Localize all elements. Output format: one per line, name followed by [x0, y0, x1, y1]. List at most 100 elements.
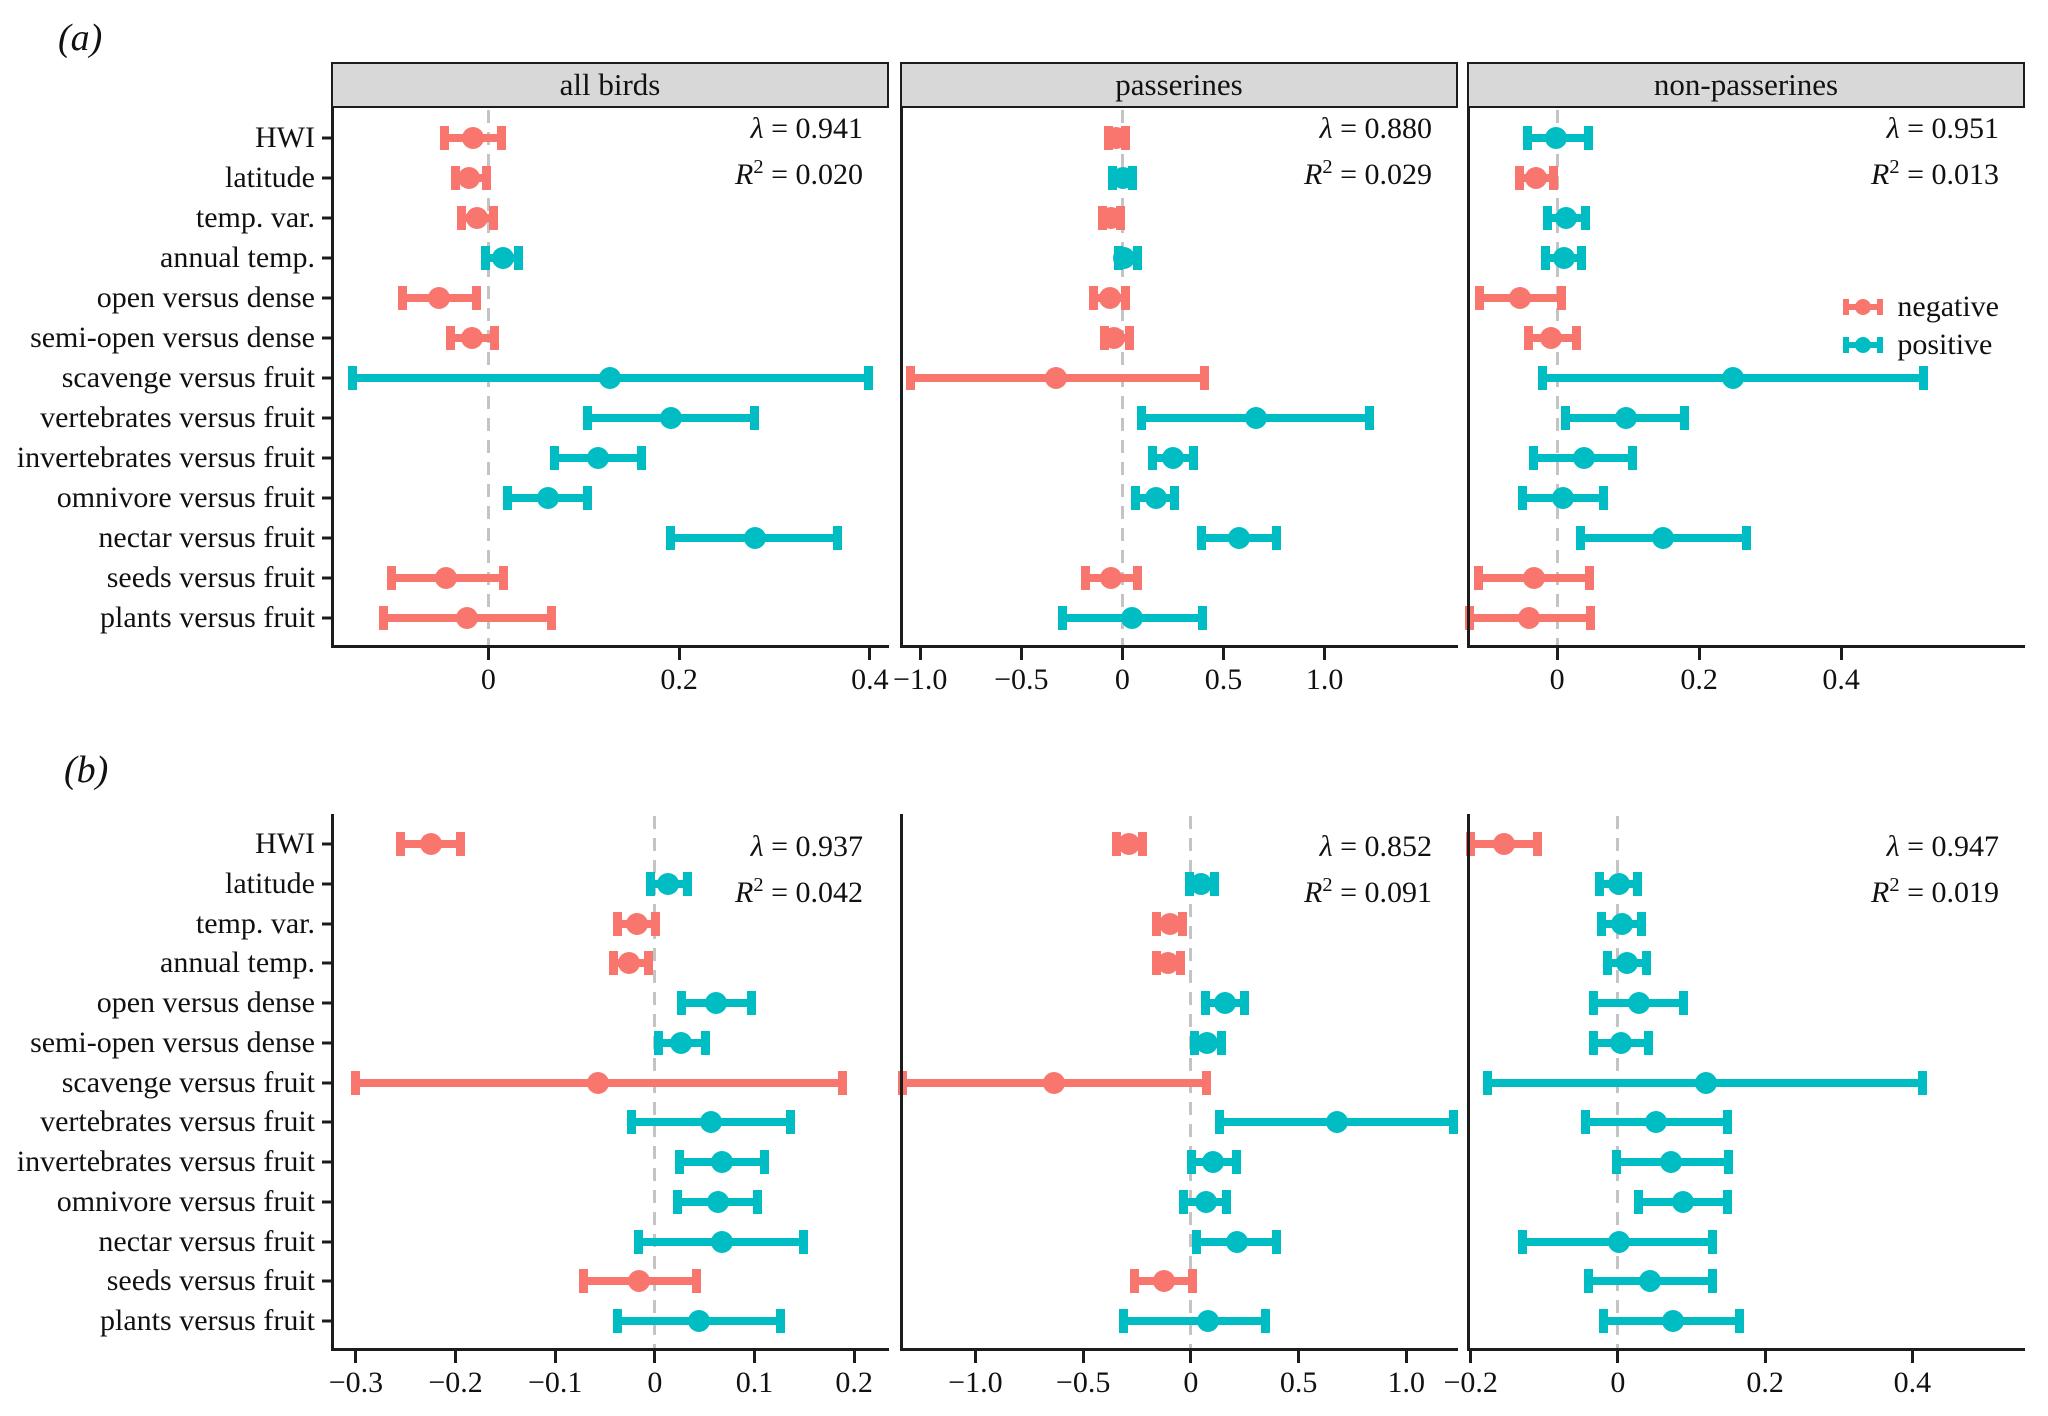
y-tick: [322, 496, 331, 500]
pointrange: [1088, 286, 1130, 310]
ci-cap-low: [612, 911, 622, 936]
pointrange: [653, 1030, 710, 1055]
pointrange: [665, 526, 843, 550]
ci-cap-high: [489, 206, 499, 230]
y-axis-label: temp. var.: [195, 201, 315, 234]
ci-cap-high: [1176, 951, 1186, 976]
x-axis-line: [900, 1348, 1458, 1351]
legend-item-negative: negative: [1843, 288, 1999, 326]
ci-cap-high: [1580, 206, 1590, 230]
r-squared-value: R2 = 0.020: [735, 156, 863, 191]
y-tick: [322, 922, 331, 925]
pointrange: [1589, 1030, 1654, 1055]
pointrange: [1111, 832, 1148, 856]
pointrange: [612, 911, 660, 936]
ci-cap-high: [1637, 911, 1647, 936]
point-estimate: [1607, 872, 1630, 895]
point-estimate: [1244, 407, 1267, 429]
x-tick-label: 0: [1183, 1366, 1199, 1399]
ci-cap-low: [905, 366, 915, 390]
y-tick: [322, 256, 331, 260]
x-tick-label: 0.4: [1893, 1366, 1932, 1399]
ci-cap-low: [446, 326, 456, 350]
lambda-value: λ = 0.937: [750, 830, 863, 863]
ci-cap-high: [1200, 366, 1210, 390]
x-tick-label: −0.2: [428, 1366, 483, 1399]
ci-cap-low: [1190, 1030, 1200, 1055]
ci-cap-high: [1917, 1070, 1927, 1095]
pointrange: [1483, 1070, 1927, 1095]
x-tick: [1189, 1351, 1193, 1363]
x-axis-line: [900, 645, 1458, 648]
ci-cap-high: [498, 566, 508, 590]
pointrange: [1524, 326, 1582, 350]
x-tick: [1469, 1351, 1473, 1363]
y-axis-label: seeds versus fruit: [106, 561, 315, 594]
x-tick: [454, 1351, 458, 1363]
pointrange: [456, 206, 499, 230]
ci-cap-low: [1088, 286, 1098, 310]
ci-cap-low: [503, 486, 513, 510]
positive-pointrange-icon: [1843, 336, 1884, 354]
ci-cap-low: [1057, 606, 1067, 630]
facet-header-non-passerines-label: non-passerines: [1653, 67, 1839, 102]
pointrange: [1537, 366, 1928, 390]
ci-cap-low: [1186, 1150, 1196, 1174]
y-tick: [322, 1160, 331, 1164]
point-estimate: [1153, 1270, 1176, 1293]
ci-cap-low: [1080, 566, 1090, 590]
ci-cap-high: [481, 166, 491, 190]
point-estimate: [706, 1190, 729, 1213]
pointrange: [579, 1269, 701, 1294]
ci-cap-low: [1214, 1110, 1224, 1135]
y-tick: [322, 296, 331, 300]
ci-cap-high: [1133, 246, 1143, 270]
pointrange: [1602, 951, 1651, 976]
pointrange: [1518, 486, 1608, 510]
point-estimate: [1509, 287, 1532, 309]
x-tick: [1019, 648, 1023, 660]
ci-cap-low: [1474, 566, 1484, 590]
y-axis-label: invertebrates versus fruit: [16, 1145, 315, 1178]
pointrange: [897, 1070, 1211, 1095]
point-estimate: [1609, 1031, 1632, 1054]
x-tick-label: −0.3: [328, 1366, 384, 1399]
ci-cap-low: [612, 1309, 622, 1333]
ci-cap-low: [395, 832, 405, 856]
pointrange: [1588, 991, 1689, 1015]
y-axis-label: annual temp.: [160, 241, 315, 274]
pointrange: [1190, 1030, 1226, 1055]
ci-cap-low: [1483, 1070, 1493, 1095]
pointrange: [1517, 1229, 1718, 1254]
y-axis-label: plants versus fruit: [100, 1304, 315, 1337]
point-estimate: [1162, 447, 1185, 469]
x-tick-label: 0.2: [660, 663, 698, 696]
ci-cap-high: [1221, 1189, 1231, 1214]
ci-cap-low: [1597, 911, 1607, 936]
ci-cap-high: [582, 486, 592, 510]
x-tick: [752, 1351, 756, 1363]
point-estimate: [1523, 567, 1546, 589]
pointrange: [1148, 446, 1198, 470]
x-tick-label: −0.5: [1055, 1366, 1111, 1399]
ci-cap-low: [1111, 832, 1121, 856]
pointrange: [1113, 246, 1143, 270]
point-estimate: [1573, 447, 1596, 469]
point-estimate: [587, 1071, 610, 1094]
pointrange: [347, 366, 873, 390]
ci-cap-low: [1576, 526, 1586, 550]
x-tick: [1120, 648, 1124, 660]
pointrange: [1576, 526, 1751, 550]
point-estimate: [1518, 607, 1541, 629]
x-tick-label: 0: [480, 663, 496, 696]
facet-a-non-passerines: 0 0.2 0.4 λ = 0.951 R2 = 0.013: [1464, 108, 2025, 696]
point-estimate: [1144, 487, 1167, 509]
ci-cap-high: [1271, 1229, 1281, 1254]
ci-cap-high: [1170, 486, 1180, 510]
pointrange: [1152, 911, 1188, 936]
pointrange: [676, 991, 757, 1015]
r-squared-value: R2 = 0.013: [1871, 156, 1999, 191]
point-estimate: [1194, 1190, 1217, 1213]
ci-cap-high: [1644, 1030, 1654, 1055]
point-estimate: [704, 992, 727, 1014]
